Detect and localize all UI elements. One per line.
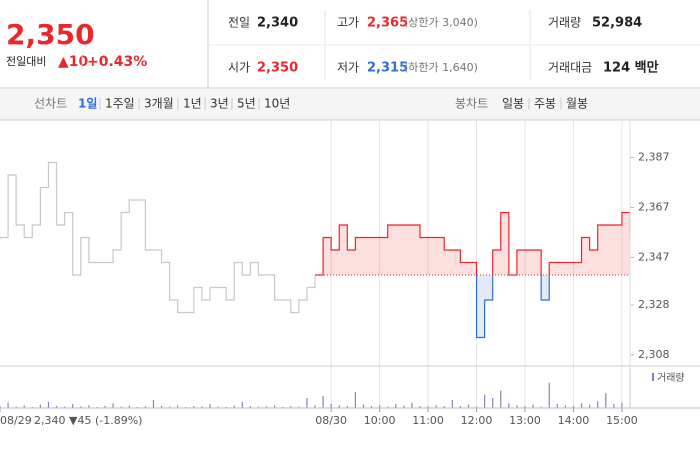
tab[interactable]: 5년: [237, 97, 256, 111]
stat-label: 저가: [337, 61, 359, 75]
stat-note: (하한가 1,640): [404, 60, 478, 74]
change-label: 전일대비: [6, 54, 46, 68]
stat-value: 124 백만: [603, 60, 659, 76]
tab[interactable]: 1년: [183, 97, 202, 111]
stat-note: (상한가 3,040): [404, 16, 478, 29]
y-tick-label: 2,387: [638, 151, 670, 164]
x-tick-label: 08/29: [0, 414, 32, 427]
stat-value: 2,315: [367, 61, 408, 76]
tab-bar: [0, 89, 700, 120]
chart: 08/29 08/30 10:00 11:00 12:00 13:00 14:00 15:00…: [0, 120, 685, 427]
x-tick-label: 10:00: [364, 414, 396, 427]
change-pct: +0.43%: [87, 54, 147, 70]
change: ▲10: [58, 54, 89, 70]
area-above: [315, 212, 630, 275]
tab[interactable]: 일봉: [502, 97, 524, 111]
stat-value: 2,365: [367, 16, 408, 31]
x-tick-label: 14:00: [558, 414, 590, 427]
y-tick-label: 2,367: [638, 201, 670, 214]
stat-label: 전일: [228, 16, 250, 30]
tab[interactable]: 3개월: [144, 97, 174, 111]
x-tick-label: 11:00: [412, 414, 444, 427]
price-line: [0, 161, 316, 314]
prev-close-note: 2,340 ▼45 (-1.89%): [34, 414, 142, 427]
price: 2,350: [6, 18, 95, 51]
tab[interactable]: 10년: [264, 97, 290, 111]
stat-label: 시가: [228, 61, 250, 75]
x-tick-label: 12:00: [461, 414, 493, 427]
x-tick-label: 08/30: [315, 414, 347, 427]
stat-value: 2,350: [257, 61, 298, 76]
stat-value: 52,984: [592, 16, 642, 31]
stat-label: 고가: [337, 16, 359, 30]
y-tick-label: 2,328: [638, 298, 670, 311]
x-tick-label: 13:00: [509, 414, 541, 427]
tab-group-label: 선차트: [34, 97, 67, 111]
tabs: 선차트 1일 1주일 3개월 1년 3년 5년 10년 봉차트 일봉 주봉 월봉: [34, 97, 588, 111]
tab[interactable]: 월봉: [566, 97, 588, 111]
legend-label: 거래량: [657, 372, 685, 384]
tab-group-label: 봉차트: [455, 97, 488, 111]
tab[interactable]: 주봉: [534, 97, 556, 111]
tab[interactable]: 3년: [210, 97, 229, 111]
stat-label: 거래대금: [548, 61, 592, 75]
legend-swatch: [652, 373, 654, 381]
y-tick-label: 2,308: [638, 348, 670, 361]
price-line: [315, 211, 630, 275]
price-line-below: [315, 275, 550, 339]
y-tick-label: 2,347: [638, 251, 670, 264]
x-tick-label: 15:00: [606, 414, 638, 427]
tab[interactable]: 1주일: [105, 97, 135, 111]
tab[interactable]: 1일: [78, 97, 97, 111]
stat-value: 2,340: [257, 16, 298, 31]
stat-label: 거래량: [548, 16, 581, 30]
